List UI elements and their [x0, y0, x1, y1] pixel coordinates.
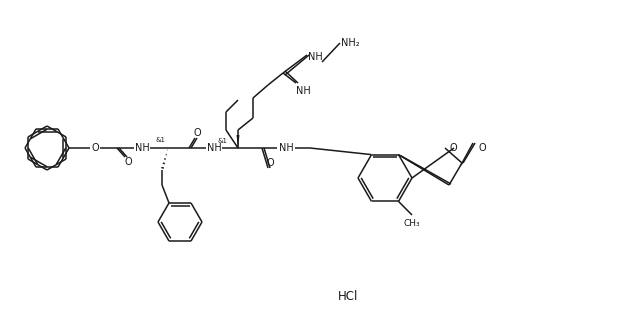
- Text: O: O: [193, 128, 201, 138]
- Polygon shape: [237, 135, 240, 148]
- Text: O: O: [91, 143, 99, 153]
- Text: NH: NH: [207, 143, 221, 153]
- Text: NH₂: NH₂: [341, 38, 359, 48]
- Text: &1: &1: [218, 138, 228, 144]
- Text: HCl: HCl: [338, 291, 358, 304]
- Text: NH: NH: [279, 143, 293, 153]
- Text: NH: NH: [135, 143, 149, 153]
- Text: &1: &1: [155, 137, 165, 143]
- Text: O: O: [449, 143, 457, 153]
- Text: O: O: [478, 143, 486, 153]
- Text: O: O: [266, 158, 274, 168]
- Text: CH₃: CH₃: [404, 219, 420, 228]
- Text: O: O: [124, 157, 132, 167]
- Text: NH: NH: [296, 86, 310, 96]
- Text: NH: NH: [308, 52, 322, 62]
